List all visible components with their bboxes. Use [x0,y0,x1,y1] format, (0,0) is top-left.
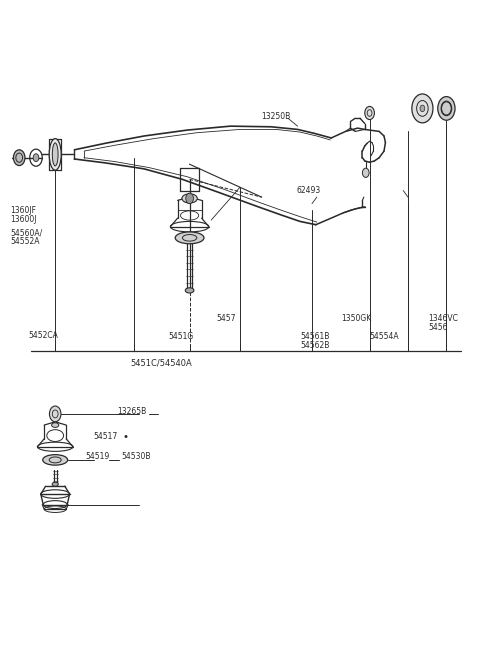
Text: 5452CA: 5452CA [29,330,59,340]
Text: 54560A/: 54560A/ [11,228,43,237]
Circle shape [13,150,25,166]
Ellipse shape [49,139,61,170]
Text: 13600J: 13600J [11,215,37,224]
Ellipse shape [52,482,59,486]
Text: •: • [122,432,129,442]
Circle shape [33,154,39,162]
Text: 1350GK: 1350GK [341,314,371,323]
Ellipse shape [182,194,197,203]
Text: 54562B: 54562B [300,341,329,350]
Circle shape [365,106,374,120]
Ellipse shape [185,288,194,293]
Ellipse shape [52,423,59,428]
Text: 54552A: 54552A [11,237,40,246]
Text: 54561B: 54561B [300,332,329,341]
Text: 5457: 5457 [216,314,236,323]
Text: 1360JF: 1360JF [11,206,36,215]
Text: 5456: 5456 [429,323,448,332]
Circle shape [362,168,369,177]
Text: 54554A: 54554A [370,332,399,341]
Circle shape [49,406,61,422]
Ellipse shape [52,143,58,166]
Text: 54519: 54519 [85,452,110,461]
Text: 5451C/54540A: 5451C/54540A [130,358,192,367]
Text: 13265B: 13265B [118,407,147,416]
Circle shape [186,193,193,204]
Ellipse shape [175,232,204,244]
Ellipse shape [43,455,68,465]
Text: 54517: 54517 [94,432,118,442]
Circle shape [420,105,425,112]
Text: 62493: 62493 [297,186,321,195]
Circle shape [412,94,433,123]
Text: 5451G: 5451G [168,332,193,341]
Text: 13250B: 13250B [262,112,291,122]
Text: 1346VC: 1346VC [429,314,458,323]
Circle shape [438,97,455,120]
Text: 54530B: 54530B [121,452,150,461]
